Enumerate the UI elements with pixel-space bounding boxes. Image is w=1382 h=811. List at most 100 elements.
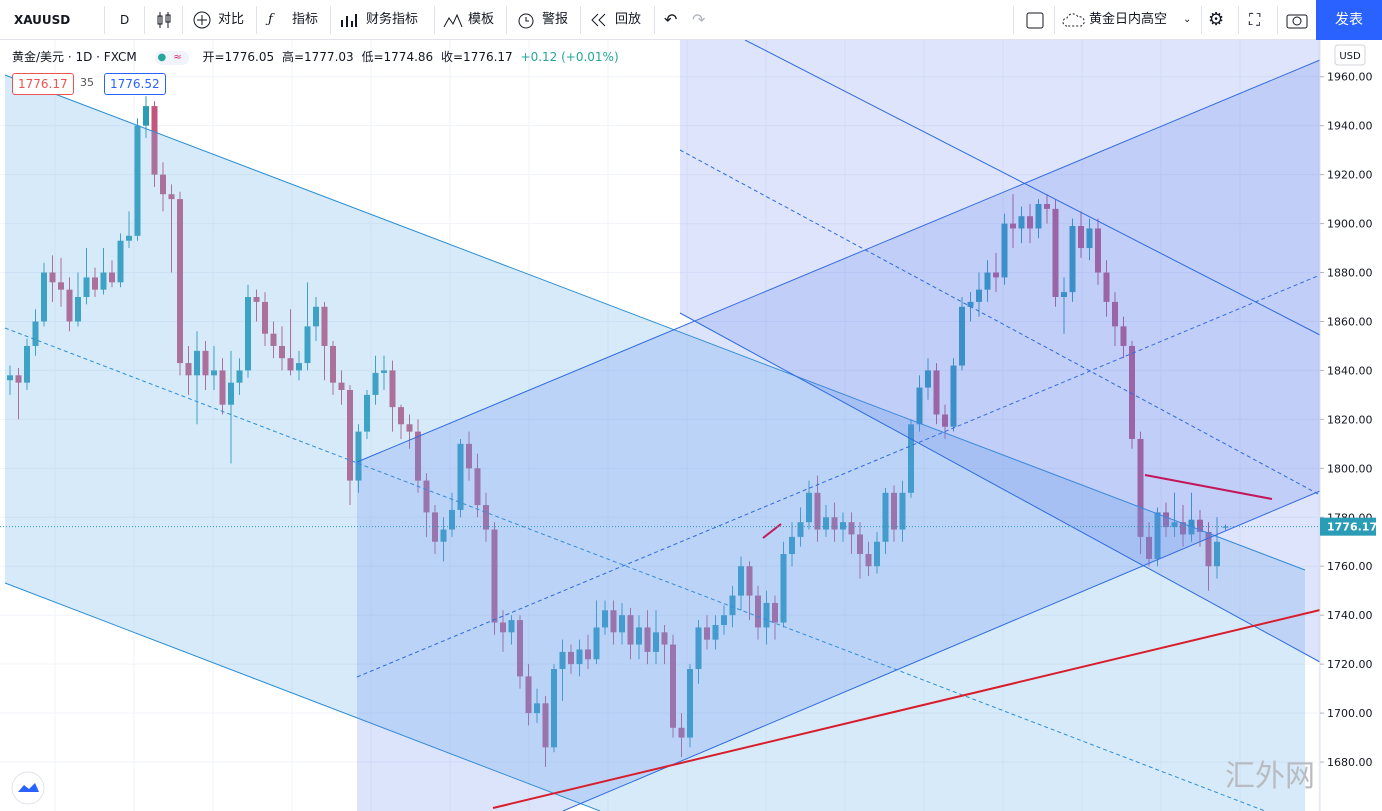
legend-title: 黄金/美元 · 1D · FXCM [12,50,137,64]
layout-box[interactable] [1026,12,1044,29]
candle-body [627,615,634,645]
symbol[interactable]: XAUUSD [14,13,71,27]
cloud-icon[interactable] [1062,11,1086,29]
financials[interactable]: 财务指标 [366,12,419,27]
y-tick-label: 1720.00 [1327,658,1373,671]
candle-body [619,615,625,633]
candle-body [610,610,617,633]
y-tick-label: 1680.00 [1327,756,1373,769]
legend-high: 高=1777.03 [281,50,354,64]
candle-body [925,370,931,388]
bid-price[interactable]: 1776.17 [12,73,74,95]
candle-body [364,394,370,432]
alert-icon[interactable] [516,10,536,30]
candle-body [712,624,719,640]
candle-body [355,431,362,481]
candle-body [772,602,778,623]
legend-close: 收=1776.17 [441,50,513,64]
compare[interactable]: 对比 [218,12,245,27]
candle-body [423,480,430,513]
fullscreen[interactable]: ⛶ [1249,10,1261,29]
logo[interactable] [11,771,45,805]
candle-body [24,345,30,383]
candle-body [993,272,999,278]
dropdown[interactable]: ⌄ [1183,14,1192,25]
candle-body [372,372,379,395]
candle-body [1001,223,1008,278]
currency-box[interactable] [1334,44,1366,66]
channel-line [562,490,1321,811]
candle-body [321,306,328,346]
candle-body [551,669,557,748]
redo[interactable]: ↷ [692,10,706,29]
alerts[interactable]: 警报 [542,12,569,27]
candle-body [100,272,107,290]
candle-body [738,566,744,596]
candle-body [984,272,991,290]
replay[interactable]: 回放 [615,12,642,27]
publish-button[interactable]: 发表 [1316,0,1382,40]
screenshot[interactable] [1286,11,1308,29]
candle-body [1146,536,1152,559]
compare-icon[interactable] [192,10,212,30]
status-badge[interactable]: ● ≈ [154,50,189,65]
legend-change: +0.12 (+0.01%) [520,50,619,64]
candle-body [491,529,498,623]
candle-body [755,595,761,628]
candle-body [160,174,166,195]
candle-body [126,235,132,241]
candle-body [1214,541,1220,567]
financials-icon[interactable] [340,12,358,28]
candle-body [1086,228,1093,249]
y-tick-label: 1920.00 [1327,169,1373,182]
interval[interactable]: D [120,13,130,27]
channel-fill [5,75,1305,811]
candle-body [1044,203,1050,209]
candle-body [1069,226,1076,293]
candle-body [466,443,472,469]
y-tick-label: 1800.00 [1327,462,1373,475]
candle-body [602,610,608,628]
candle-body [313,306,319,327]
candle-body [661,632,668,645]
candle-body [865,554,872,567]
candle-body [814,492,821,530]
undo[interactable]: ↶ [664,10,678,29]
legend-open: 开=1776.05 [202,50,275,64]
candle-body [296,363,302,371]
legend: 黄金/美元 · 1D · FXCM ● ≈ 开=1776.05 高=1777.0… [12,48,623,65]
templates[interactable]: 模板 [468,12,495,27]
indicators[interactable]: 指标 [292,12,319,27]
y-tick-label: 1880.00 [1327,267,1373,280]
candle-body [117,240,124,283]
candle-body [338,382,345,391]
trend-line [492,609,1321,809]
channel-fill [680,40,1320,662]
channel-mid [4,327,1266,811]
candle-body [1154,512,1161,559]
candle-body [1120,326,1127,346]
settings[interactable]: ⚙ [1208,9,1225,30]
y-tick-label: 1700.00 [1327,707,1373,720]
candle-body [644,627,651,652]
replay-icon[interactable] [590,13,608,27]
candle-body [151,106,158,175]
template-icon[interactable] [443,12,463,28]
toolbar: XAUUSD D 对比 ƒ 指标 财务指标 模板 警报 回放 ↶ ↷ 黄金日内高… [0,0,1382,40]
candle-body [806,492,812,523]
candle-body [636,627,642,645]
candle-body [721,615,727,625]
channel-line [679,312,1321,663]
candle-body [559,651,566,670]
candle-body [704,627,710,640]
candle-body [7,375,13,381]
candle-body [228,382,234,405]
candle-icon[interactable] [155,10,173,30]
ask-price[interactable]: 1776.52 [104,73,166,95]
fx-icon[interactable]: ƒ [268,12,273,27]
channel-fill [357,60,1320,811]
channel-line [4,74,1306,571]
layout-name[interactable]: 黄金日内高空 [1089,12,1168,27]
candle-body [381,370,387,373]
candle-body [908,424,914,493]
